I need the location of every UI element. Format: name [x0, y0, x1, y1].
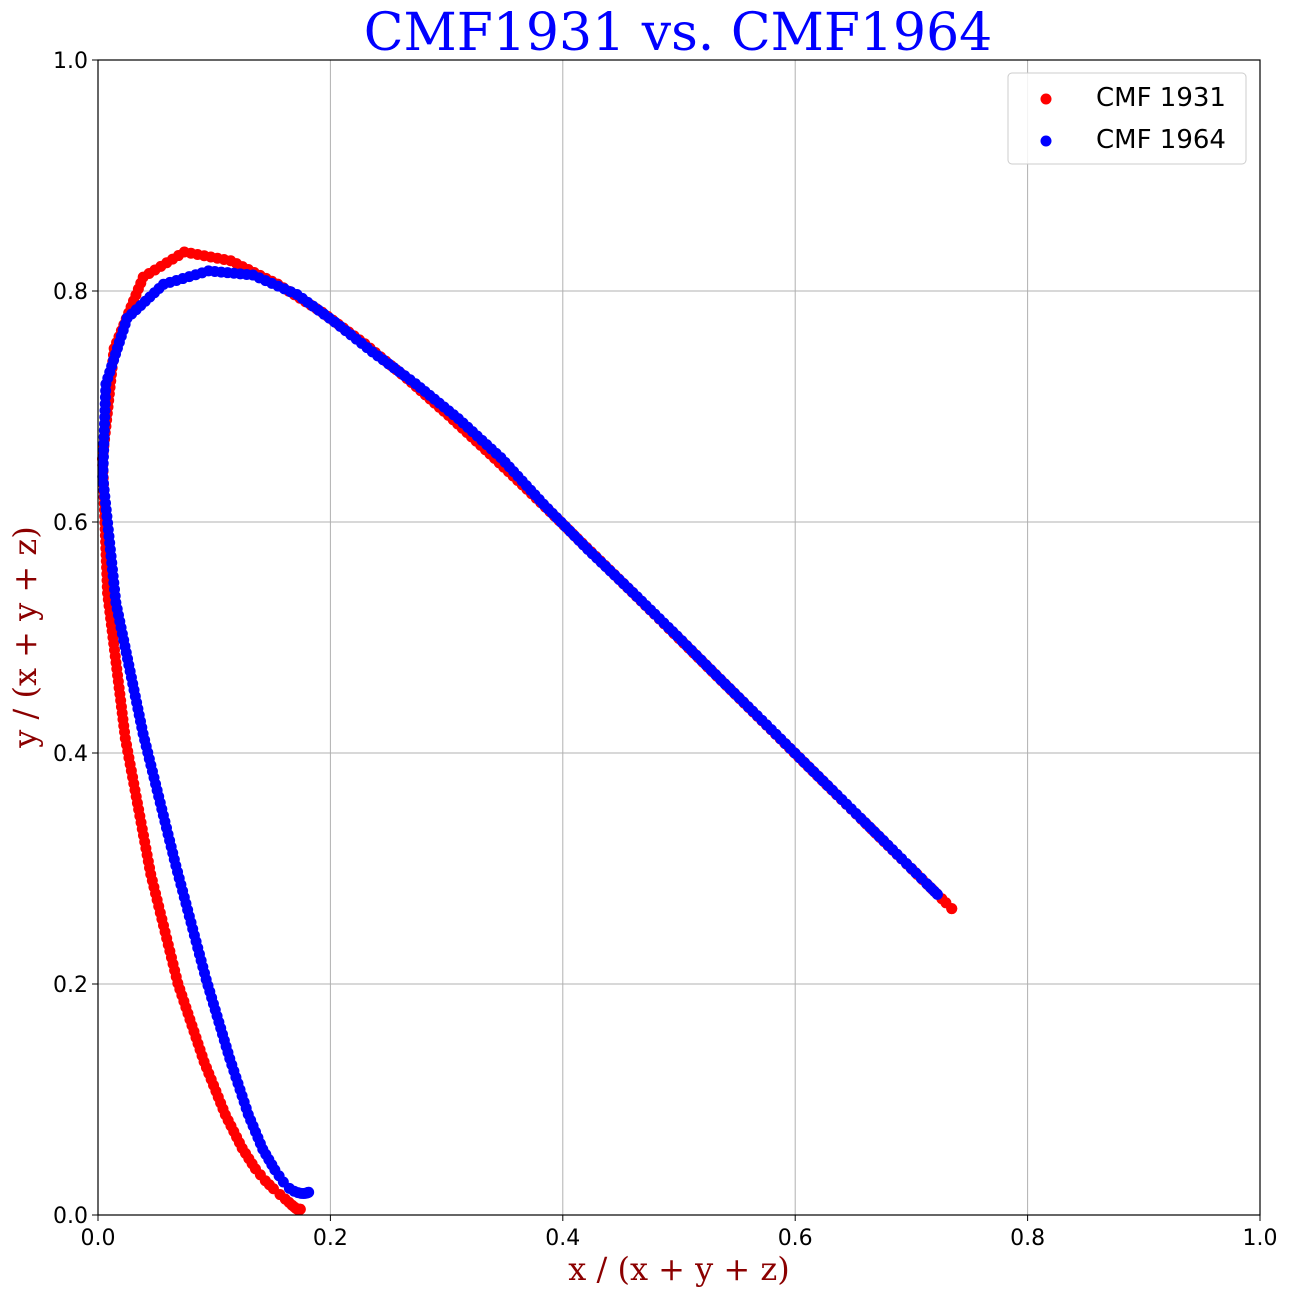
x-axis-label: x / (x + y + z) — [568, 1250, 789, 1288]
x-tick-label: 0.4 — [545, 1226, 580, 1251]
legend-label-cmf-1931: CMF 1931 — [1096, 83, 1226, 113]
legend: CMF 1931 CMF 1964 — [1007, 72, 1247, 165]
data-point — [946, 903, 958, 915]
legend-box — [1007, 72, 1247, 165]
legend-marker-cmf-1931 — [1040, 93, 1052, 105]
x-tick-label: 0.8 — [1010, 1226, 1045, 1251]
legend-label-cmf-1964: CMF 1964 — [1096, 125, 1226, 155]
x-tick-label: 1.0 — [1243, 1226, 1278, 1251]
chart-title: CMF1931 vs. CMF1964 — [364, 3, 993, 63]
plot-frame — [97, 59, 1261, 1216]
y-axis-label: y / (x + y + z) — [6, 526, 44, 748]
y-tick-label: 0.6 — [53, 511, 88, 536]
y-tick-label: 0.8 — [53, 280, 88, 305]
x-tick-label: 0.0 — [81, 1226, 116, 1251]
y-tick-label: 0.4 — [53, 742, 88, 767]
ticks: 0.0 0.2 0.4 0.6 0.8 1.0 0.0 0.2 0.4 0.6 0.8 1.0 — [53, 49, 1278, 1251]
series-cmf-1931 — [97, 246, 958, 1215]
data-point — [931, 888, 943, 900]
x-tick-label: 0.2 — [313, 1226, 348, 1251]
series-cmf-1964 — [97, 265, 943, 1200]
series-layer — [97, 246, 958, 1215]
y-tick-label: 0.2 — [53, 973, 88, 998]
y-tick-label: 1.0 — [53, 49, 88, 74]
x-tick-label: 0.6 — [778, 1226, 813, 1251]
y-tick-label: 0.0 — [53, 1204, 88, 1229]
legend-marker-cmf-1964 — [1040, 135, 1052, 147]
